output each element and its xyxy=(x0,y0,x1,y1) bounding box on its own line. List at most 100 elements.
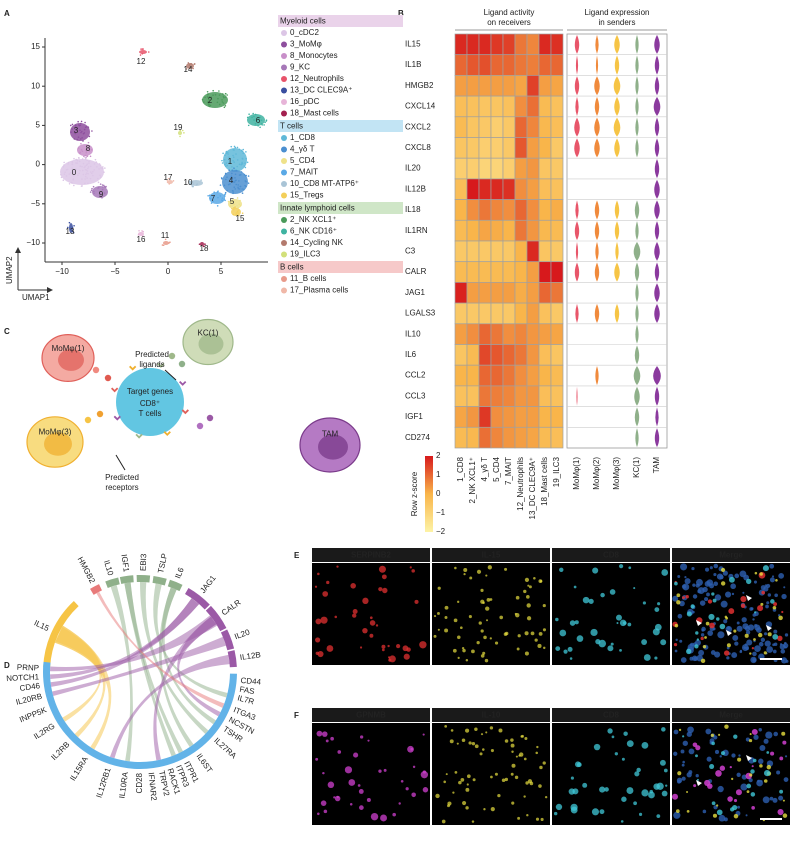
signal xyxy=(526,595,530,599)
cell-dot xyxy=(209,197,212,200)
cell-dot xyxy=(85,151,88,153)
signal xyxy=(510,743,515,748)
cell-dot xyxy=(67,163,69,165)
signal xyxy=(353,752,359,758)
signal xyxy=(457,600,460,604)
signal xyxy=(709,764,715,770)
cell-dot xyxy=(84,182,86,185)
signal xyxy=(590,628,598,637)
violin xyxy=(635,428,639,448)
signal xyxy=(498,728,503,733)
legend-label: 9_KC xyxy=(290,63,310,72)
violin xyxy=(575,241,579,261)
signal xyxy=(698,649,705,656)
cluster-label: 16 xyxy=(137,235,146,244)
cell-dot xyxy=(78,172,80,175)
cell-dot xyxy=(216,101,219,104)
signal xyxy=(771,575,775,578)
cell-dot xyxy=(101,167,104,170)
legend-label: 7_MAIT xyxy=(290,168,318,177)
cell-dot xyxy=(218,90,220,92)
violin xyxy=(633,241,641,261)
cell-dot xyxy=(255,119,258,121)
signal xyxy=(359,805,364,810)
cell-dot xyxy=(169,241,171,243)
heat-cell xyxy=(478,261,492,283)
cell-dot xyxy=(92,174,94,177)
channel-label: GPNMB xyxy=(356,711,386,720)
heat-cell xyxy=(502,178,516,200)
heat-cell xyxy=(550,95,564,118)
column-label: 19_ILC3 xyxy=(552,456,561,487)
signal xyxy=(480,733,484,736)
cell-dot xyxy=(221,162,224,164)
signal xyxy=(681,776,686,781)
nucleus xyxy=(44,432,72,456)
signal xyxy=(314,585,318,588)
signal xyxy=(362,597,369,604)
cell-dot xyxy=(79,169,81,172)
violin xyxy=(614,138,620,158)
signal xyxy=(758,728,762,732)
heat-cell xyxy=(526,199,540,221)
column-label: 7_MAIT xyxy=(504,457,513,485)
signal xyxy=(437,612,440,615)
signal xyxy=(744,625,751,632)
signal xyxy=(437,628,440,631)
cell-dot xyxy=(253,115,255,118)
signal xyxy=(679,639,683,643)
signal xyxy=(334,795,341,802)
signal xyxy=(362,627,368,634)
cell-dot xyxy=(238,148,241,151)
heat-cell xyxy=(514,240,528,263)
signal xyxy=(740,783,748,791)
cell-dot xyxy=(239,174,242,176)
heat-cell xyxy=(478,302,492,325)
receptor xyxy=(163,431,171,436)
legend-swatch xyxy=(281,158,287,164)
cell-dot xyxy=(240,171,243,173)
signal xyxy=(543,646,546,650)
signal xyxy=(777,808,784,816)
colorbar-tick: −1 xyxy=(436,508,446,517)
heat-cell xyxy=(454,261,468,283)
signal xyxy=(349,802,353,806)
signal xyxy=(621,796,627,802)
cell-dot xyxy=(87,126,90,128)
signal xyxy=(752,658,757,663)
cell-dot xyxy=(77,147,80,149)
cell-dot xyxy=(224,154,226,157)
signal xyxy=(731,652,738,659)
signal xyxy=(489,637,492,640)
signal xyxy=(657,602,661,606)
signal xyxy=(523,795,526,798)
heat-cell xyxy=(550,261,564,283)
signal xyxy=(315,757,319,761)
cell-dot xyxy=(71,230,74,233)
cell-dot xyxy=(226,151,229,154)
cell-dot xyxy=(80,131,82,134)
heat-cell xyxy=(502,95,516,118)
signal xyxy=(682,740,688,746)
signal xyxy=(754,624,761,631)
heat-cell xyxy=(550,157,564,180)
signal xyxy=(553,811,558,816)
signal xyxy=(770,751,775,756)
signal xyxy=(678,728,682,732)
signal xyxy=(383,768,387,772)
signal xyxy=(445,773,448,776)
cell-dot xyxy=(224,173,227,175)
violin xyxy=(635,117,639,137)
panel-letter: B xyxy=(398,9,404,18)
cell-dot xyxy=(167,177,170,180)
signal xyxy=(526,603,531,608)
signal xyxy=(317,812,320,816)
signal xyxy=(490,748,494,753)
cell-dot xyxy=(191,185,194,188)
heat-cell xyxy=(478,178,492,200)
image xyxy=(552,723,670,825)
violin xyxy=(654,303,660,323)
violin xyxy=(634,345,640,365)
signal xyxy=(782,813,788,818)
cell-dot xyxy=(78,160,81,163)
